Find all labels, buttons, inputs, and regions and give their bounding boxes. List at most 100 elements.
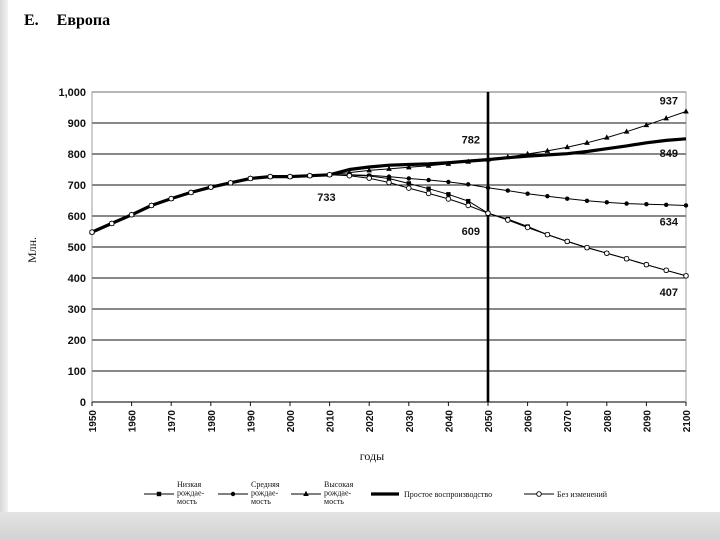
x-tick-label: 2010 <box>326 410 337 433</box>
legend-label-line: Низкая <box>177 480 202 489</box>
point-open-circle <box>267 173 273 180</box>
point-open-circle <box>643 261 650 268</box>
point-open-circle <box>227 180 234 186</box>
x-tick-label: 2070 <box>563 410 574 433</box>
point-open-circle <box>148 202 155 209</box>
x-tick-label: 2050 <box>484 410 495 433</box>
point-square <box>406 181 411 186</box>
legend: Низкаярождае-мостьСредняярождае-мостьВыс… <box>144 480 608 506</box>
x-tick-label: 1990 <box>246 410 257 433</box>
point-open-circle <box>386 179 392 186</box>
legend-label-line: мость <box>324 497 344 506</box>
y-tick-label: 1,000 <box>58 87 86 99</box>
point-open-circle <box>366 175 372 181</box>
legend-label-line: рождае- <box>177 489 205 498</box>
x-tick-label: 2080 <box>603 410 614 433</box>
data-label: 937 <box>660 96 678 108</box>
point-open-circle <box>425 190 432 197</box>
data-label: 407 <box>660 287 678 299</box>
point-open-circle <box>208 184 214 190</box>
point-circle <box>426 177 431 183</box>
y-tick-label: 300 <box>68 304 86 316</box>
series-3 <box>89 108 689 235</box>
point-triangle <box>623 128 630 134</box>
point-open-circle <box>485 210 491 216</box>
data-label: 849 <box>660 148 678 160</box>
point-open-circle <box>247 175 254 182</box>
point-triangle <box>683 108 689 114</box>
point-circle <box>683 203 689 208</box>
slide-bottom-frame <box>0 512 720 540</box>
point-open-circle <box>544 231 551 238</box>
plot-frame <box>91 91 687 403</box>
point-square <box>156 491 162 497</box>
legend-label: Без изменений <box>557 490 608 499</box>
series-line <box>91 111 687 233</box>
point-open-circle <box>536 491 542 497</box>
point-triangle <box>346 169 353 175</box>
legend-item-5: Без изменений <box>524 490 608 499</box>
point-open-circle <box>683 273 689 279</box>
point-triangle <box>584 139 590 145</box>
point-open-circle <box>524 224 531 231</box>
x-tick-label: 1980 <box>207 410 218 433</box>
point-circle <box>644 202 649 207</box>
point-circle <box>466 182 471 187</box>
point-circle <box>386 174 392 179</box>
y-tick-label: 100 <box>68 366 86 378</box>
y-tick-label: 0 <box>80 397 86 409</box>
y-tick-label: 200 <box>68 335 86 347</box>
series-group <box>89 108 689 279</box>
point-circle <box>584 198 590 204</box>
series-5 <box>89 172 689 279</box>
y-tick-label: 400 <box>68 273 86 285</box>
y-tick-label: 800 <box>68 149 86 161</box>
x-tick-label: 1970 <box>167 410 178 433</box>
point-triangle <box>465 158 471 164</box>
data-label: 609 <box>462 226 480 238</box>
annotations: 937 782 849 733 609 634 407 <box>317 96 679 299</box>
point-square <box>426 186 431 191</box>
point-triangle <box>303 490 309 496</box>
x-tick-label: 2100 <box>682 410 693 433</box>
legend-label-line: рождае- <box>251 489 279 498</box>
point-open-circle <box>109 220 115 227</box>
point-circle <box>624 201 629 206</box>
point-circle <box>446 179 451 185</box>
y-axis-ticks: 0 100 200 300 400 500 600 700 800 900 1,000 <box>58 87 86 409</box>
x-tick-label: 1950 <box>88 410 99 433</box>
y-tick-label: 700 <box>68 180 86 192</box>
point-open-circle <box>128 212 135 218</box>
legend-label: Простое воспроизводство <box>404 490 492 499</box>
point-open-circle <box>445 196 452 202</box>
point-circle <box>525 191 530 196</box>
y-tick-label: 500 <box>68 242 86 254</box>
legend-label-line: Высокая <box>324 480 354 489</box>
heading-letter: E. <box>24 12 39 29</box>
point-open-circle <box>505 217 511 223</box>
slide-left-frame <box>0 0 8 540</box>
data-label: 634 <box>660 216 679 228</box>
point-triangle <box>663 115 669 121</box>
axes <box>91 91 687 403</box>
point-circle <box>565 196 570 201</box>
point-circle <box>406 176 411 181</box>
point-triangle <box>485 156 491 162</box>
point-triangle <box>505 153 511 160</box>
legend-label-line: Средняя <box>251 480 280 489</box>
legend-label-line: рождае- <box>324 489 352 498</box>
point-open-circle <box>623 256 630 262</box>
series-1 <box>89 172 689 279</box>
point-open-circle <box>346 172 353 179</box>
point-triangle <box>604 134 610 140</box>
x-tick-label: 1960 <box>128 410 139 433</box>
point-open-circle <box>465 202 471 209</box>
point-open-circle <box>307 172 313 179</box>
point-circle <box>664 202 669 208</box>
series-line <box>91 174 687 277</box>
point-open-circle <box>663 267 669 274</box>
series-line <box>91 174 687 277</box>
